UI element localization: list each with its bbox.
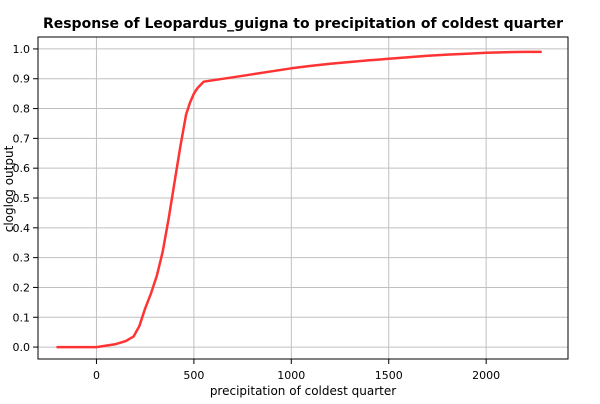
y-tick-label: 1.0 <box>13 43 31 56</box>
y-tick-label: 0.8 <box>13 103 31 116</box>
x-axis-label: precipitation of coldest quarter <box>210 384 396 398</box>
x-tick-label: 1500 <box>375 369 403 382</box>
y-tick-label: 0.1 <box>13 311 31 324</box>
chart-title: Response of Leopardus_guigna to precipit… <box>43 16 563 32</box>
y-axis-label: cloglog output <box>2 145 16 232</box>
x-tick-label: 2000 <box>472 369 500 382</box>
y-tick-label: 0.0 <box>13 341 31 354</box>
y-tick-label: 0.9 <box>13 73 31 86</box>
y-tick-label: 0.5 <box>13 192 31 205</box>
y-tick-label: 0.4 <box>13 222 31 235</box>
series-layer <box>56 50 542 349</box>
axis-ticks: 0 500 1000 1500 2000 0.0 0.1 0.2 0.3 0.4 0.5 0.6 0.7… <box>13 43 501 382</box>
y-tick-label: 0.3 <box>13 252 31 265</box>
grid-lines <box>38 37 568 359</box>
y-tick-label: 0.2 <box>13 281 31 294</box>
x-tick-label: 500 <box>183 369 204 382</box>
response-curve-line <box>56 50 542 349</box>
x-tick-label: 0 <box>93 369 100 382</box>
y-tick-label: 0.6 <box>13 162 31 175</box>
x-tick-label: 1000 <box>277 369 305 382</box>
y-tick-label: 0.7 <box>13 132 31 145</box>
